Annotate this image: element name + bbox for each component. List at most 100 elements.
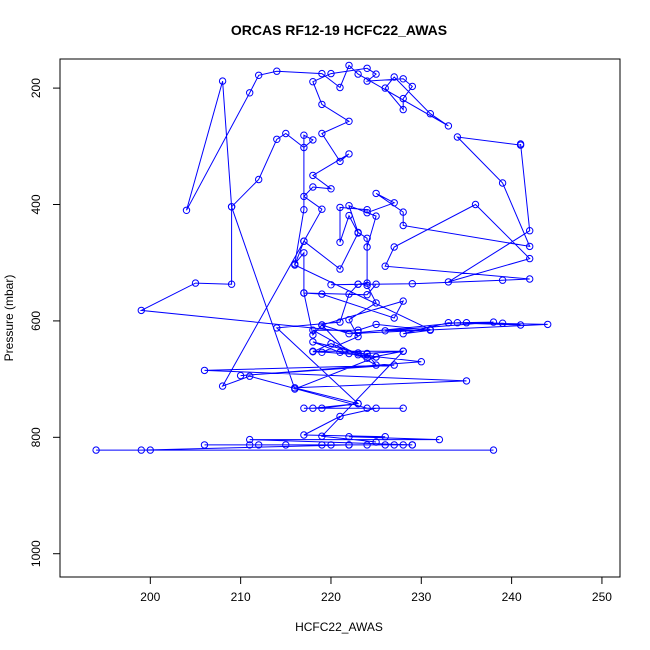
data-point bbox=[318, 100, 326, 109]
data-point bbox=[399, 404, 407, 412]
data-point bbox=[227, 203, 236, 211]
data-point bbox=[354, 349, 362, 357]
data-point bbox=[498, 319, 507, 327]
x-tick-label: 200 bbox=[140, 590, 160, 604]
chart-title: ORCAS RF12-19 HCFC22_AWAS bbox=[231, 22, 447, 38]
data-point bbox=[498, 179, 507, 187]
data-point bbox=[345, 290, 353, 298]
data-point bbox=[300, 431, 308, 439]
data-point bbox=[345, 330, 353, 338]
data-point bbox=[300, 289, 308, 297]
data-point bbox=[363, 291, 371, 299]
data-point bbox=[399, 75, 407, 83]
data-point bbox=[363, 404, 371, 412]
data-point bbox=[489, 446, 498, 454]
data-point bbox=[327, 281, 335, 289]
data-point bbox=[390, 199, 398, 207]
data-point bbox=[363, 354, 371, 362]
data-point bbox=[354, 228, 362, 237]
data-point bbox=[309, 331, 317, 339]
data-point bbox=[471, 200, 480, 209]
data-point bbox=[462, 377, 471, 385]
data-point bbox=[444, 122, 453, 130]
data-point bbox=[327, 339, 335, 348]
data-point bbox=[363, 209, 371, 217]
data-point bbox=[354, 399, 362, 408]
data-point bbox=[318, 404, 326, 412]
data-point bbox=[309, 171, 317, 180]
data-point bbox=[526, 242, 534, 251]
data-point bbox=[300, 143, 308, 152]
data-point bbox=[390, 243, 398, 251]
data-point bbox=[336, 83, 344, 92]
data-point bbox=[372, 70, 380, 78]
y-tick-label: 800 bbox=[29, 427, 43, 447]
data-point bbox=[318, 348, 326, 356]
data-point bbox=[318, 69, 326, 78]
x-axis: 200 210 220 230 240 250 bbox=[140, 577, 612, 604]
data-point bbox=[336, 238, 344, 247]
data-point bbox=[444, 278, 453, 286]
data-point bbox=[426, 110, 434, 118]
data-point bbox=[462, 319, 471, 327]
data-point bbox=[363, 77, 371, 85]
data-point bbox=[300, 404, 308, 412]
data-point bbox=[399, 208, 407, 216]
data-point bbox=[227, 280, 236, 288]
data-point bbox=[309, 78, 317, 86]
data-point bbox=[390, 73, 398, 81]
data-point bbox=[363, 206, 371, 214]
data-point bbox=[526, 275, 534, 283]
data-point bbox=[137, 306, 146, 315]
data-point bbox=[372, 320, 380, 329]
data-point bbox=[345, 211, 353, 220]
data-point bbox=[182, 206, 191, 215]
y-tick-label: 600 bbox=[29, 311, 43, 331]
data-point bbox=[381, 262, 389, 270]
data-point bbox=[345, 117, 353, 126]
data-point bbox=[255, 175, 263, 184]
data-point bbox=[318, 129, 326, 138]
data-point bbox=[372, 404, 380, 412]
data-point bbox=[246, 441, 254, 449]
plot-area bbox=[92, 61, 552, 454]
data-point bbox=[273, 67, 281, 75]
data-point bbox=[381, 327, 389, 335]
data-point bbox=[354, 332, 362, 341]
y-tick-label: 200 bbox=[29, 78, 43, 98]
data-point bbox=[345, 433, 353, 441]
data-point bbox=[372, 212, 380, 220]
data-point bbox=[435, 435, 444, 444]
data-point bbox=[363, 350, 371, 358]
data-point bbox=[336, 203, 344, 212]
data-point bbox=[309, 348, 317, 356]
series-line bbox=[96, 64, 548, 451]
data-point bbox=[526, 254, 534, 263]
data-point bbox=[291, 261, 299, 269]
data-point bbox=[300, 131, 308, 139]
data-point bbox=[390, 441, 398, 449]
data-point bbox=[390, 361, 398, 369]
x-tick-label: 240 bbox=[502, 590, 522, 604]
data-point bbox=[345, 316, 353, 324]
data-point bbox=[300, 249, 308, 257]
data-point bbox=[300, 237, 308, 245]
data-point bbox=[372, 189, 380, 198]
data-point bbox=[318, 290, 326, 298]
data-point bbox=[399, 94, 407, 103]
data-point bbox=[273, 135, 281, 144]
data-point bbox=[246, 372, 254, 380]
plot-frame bbox=[59, 58, 621, 578]
data-point bbox=[345, 441, 353, 449]
data-point bbox=[399, 347, 407, 355]
data-point bbox=[408, 280, 416, 288]
data-point bbox=[453, 319, 462, 327]
data-point bbox=[381, 84, 389, 92]
data-point bbox=[255, 441, 263, 449]
x-tick-label: 230 bbox=[411, 590, 431, 604]
data-point bbox=[381, 433, 389, 441]
data-point bbox=[273, 324, 281, 332]
data-point bbox=[327, 185, 335, 193]
data-point bbox=[218, 382, 227, 390]
x-tick-label: 250 bbox=[592, 590, 612, 604]
